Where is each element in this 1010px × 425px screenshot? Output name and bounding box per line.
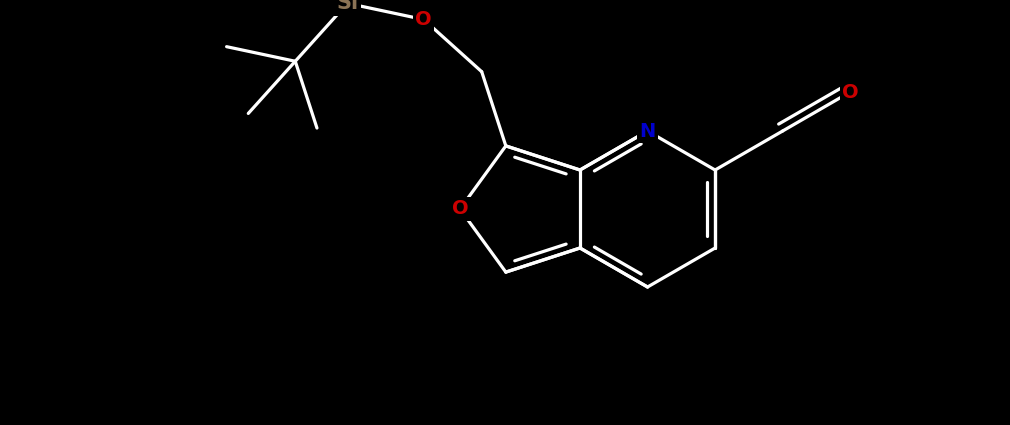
Text: O: O <box>415 10 432 29</box>
Text: N: N <box>639 122 655 141</box>
Text: Si: Si <box>336 0 359 13</box>
Text: O: O <box>842 82 858 102</box>
Text: O: O <box>451 199 469 218</box>
